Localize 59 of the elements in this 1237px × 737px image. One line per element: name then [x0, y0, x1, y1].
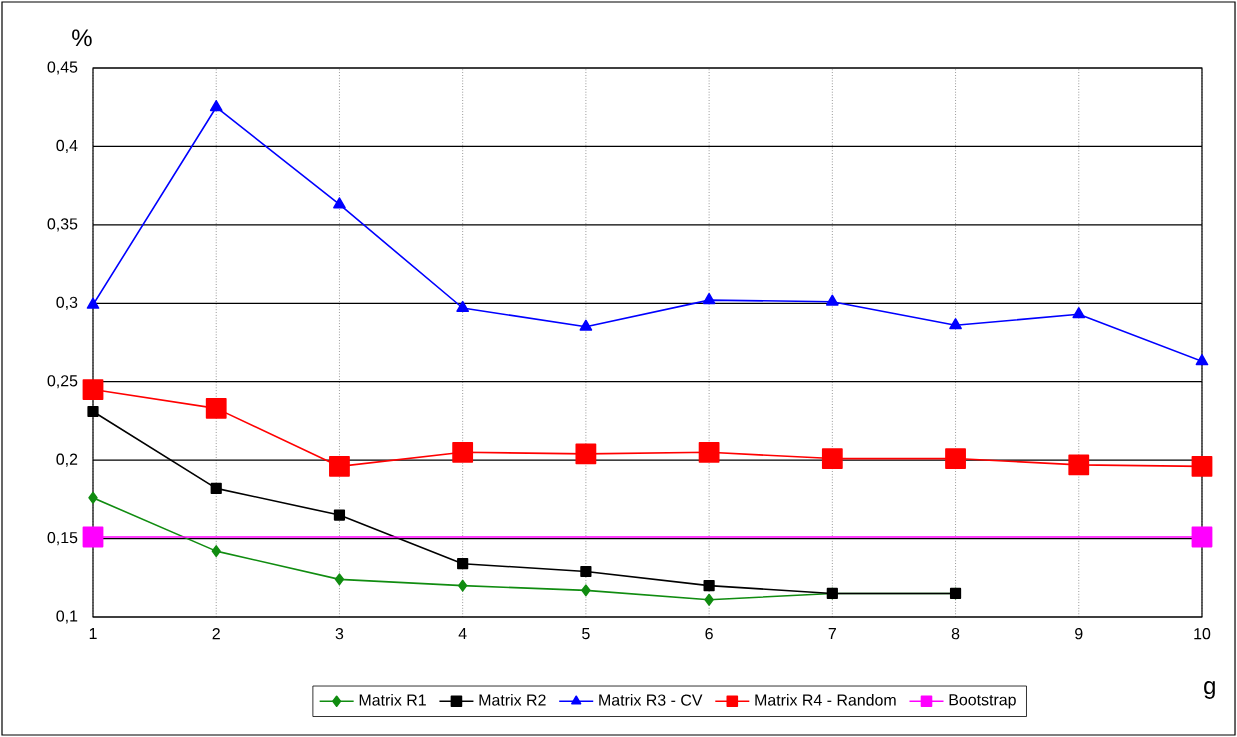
x-tick-label: 5 — [582, 628, 590, 640]
y-tick-label: 0,25 — [47, 375, 78, 389]
point — [333, 197, 346, 209]
y-axis-title: % — [72, 29, 92, 47]
point — [1072, 307, 1086, 319]
point — [945, 448, 966, 469]
point — [1191, 456, 1213, 477]
point — [704, 593, 714, 606]
point — [333, 509, 346, 521]
y-tick-label: 0,45 — [47, 61, 78, 75]
point — [88, 491, 98, 504]
y-tick-label: 0,4 — [56, 139, 78, 154]
point — [457, 579, 468, 592]
point — [82, 526, 104, 548]
legend-label: Matrix R1 — [359, 693, 426, 706]
legend-label: Bootstrap — [949, 694, 1016, 709]
point — [703, 580, 715, 592]
x-tick-label: 8 — [951, 628, 960, 640]
point — [580, 565, 592, 578]
point — [205, 397, 227, 419]
x-tick-label: 9 — [1075, 628, 1083, 640]
y-tick-label: 0,3 — [56, 296, 78, 310]
x-axis-title: g — [1204, 681, 1215, 699]
point — [581, 584, 591, 597]
point — [211, 545, 221, 558]
x-tick-label: 2 — [212, 628, 220, 640]
point — [698, 441, 720, 463]
x-tick-label: 10 — [1194, 628, 1211, 640]
y-tick-label: 0,2 — [56, 453, 78, 467]
point — [82, 379, 104, 400]
legend-label: Matrix R2 — [479, 693, 546, 706]
point — [452, 441, 474, 463]
point — [949, 318, 962, 330]
point — [1191, 526, 1213, 548]
point — [825, 294, 839, 306]
y-tick-label: 0,15 — [47, 531, 78, 546]
x-tick-label: 3 — [335, 628, 344, 640]
point — [209, 100, 223, 112]
x-tick-label: 6 — [705, 628, 713, 640]
point — [456, 300, 469, 312]
point — [579, 319, 593, 331]
point — [334, 573, 345, 586]
point — [821, 448, 843, 469]
point — [1195, 354, 1209, 366]
legend-label: Matrix R4 - Random — [755, 693, 896, 706]
point — [702, 292, 716, 305]
x-tick-label: 1 — [89, 628, 97, 640]
point — [1068, 454, 1090, 476]
point — [87, 405, 99, 418]
x-tick-label: 4 — [458, 628, 467, 640]
point — [210, 482, 222, 494]
point — [575, 443, 597, 465]
point — [329, 456, 350, 477]
legend-label: Matrix R3 - CV — [599, 693, 703, 706]
point — [457, 558, 469, 570]
y-tick-label: 0,35 — [47, 218, 78, 232]
x-tick-label: 7 — [828, 628, 836, 640]
point — [86, 297, 100, 309]
y-tick-label: 0,1 — [56, 610, 78, 624]
